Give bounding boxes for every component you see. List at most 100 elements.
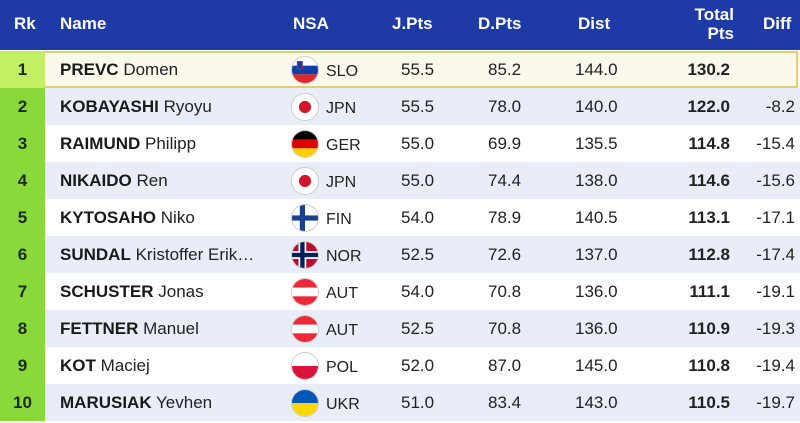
points-diff: -8.2 <box>765 97 795 116</box>
athlete-first-name: Kristoffer Erik… <box>135 245 255 264</box>
athlete-first-name: Philipp <box>145 134 197 153</box>
nsa-code: GER <box>326 137 361 154</box>
header-total-line2: Pts <box>707 24 734 43</box>
athlete-last-name: SUNDAL <box>60 245 131 264</box>
table-row[interactable]: 9 KOT Maciej POL 52.0 87.0 145.0 110.8 -19.4 <box>0 347 800 384</box>
rank-cell: 8 <box>0 310 45 347</box>
table-row[interactable]: 10 MARUSIAK Yevhen UKR 51.0 83.4 143.0 110.5 -1… <box>0 384 800 421</box>
athlete-last-name: SCHUSTER <box>60 282 154 301</box>
athlete-name[interactable]: NIKAIDO Ren <box>60 171 286 191</box>
athlete-last-name: MARUSIAK <box>60 393 152 412</box>
distance: 145.0 <box>575 356 618 375</box>
distance: 140.5 <box>575 208 618 227</box>
points-diff: -19.3 <box>756 319 795 338</box>
header-nsa[interactable]: NSA <box>293 14 329 33</box>
points-diff: -17.4 <box>756 245 795 264</box>
athlete-name[interactable]: RAIMUND Philipp <box>60 134 286 154</box>
athlete-name[interactable]: KOBAYASHI Ryoyu <box>60 97 286 117</box>
distance: 136.0 <box>575 319 618 338</box>
header-name[interactable]: Name <box>60 14 107 33</box>
judge-points: 52.5 <box>401 319 435 338</box>
judge-points: 52.5 <box>401 245 435 264</box>
ukraine-flag-icon <box>291 389 319 417</box>
rank-cell: 6 <box>0 236 45 273</box>
athlete-last-name: NIKAIDO <box>60 171 132 190</box>
points-diff: -15.4 <box>756 134 795 153</box>
table-row[interactable]: 4 NIKAIDO Ren JPN 55.0 74.4 138.0 114.6 -15.6 <box>0 162 800 199</box>
header-distance[interactable]: Dist <box>578 14 611 33</box>
table-row[interactable]: 7 SCHUSTER Jonas AUT 54.0 70.8 136.0 111.1 -19.… <box>0 273 800 310</box>
athlete-name[interactable]: KYTOSAHO Niko <box>60 208 286 228</box>
total-points: 110.9 <box>688 319 730 338</box>
athlete-last-name: PREVC <box>60 60 119 79</box>
table-row[interactable]: 8 FETTNER Manuel AUT 52.5 70.8 136.0 110.9 -19.… <box>0 310 800 347</box>
nsa-code: AUT <box>326 322 358 339</box>
athlete-first-name: Ryoyu <box>163 97 212 116</box>
athlete-name[interactable]: MARUSIAK Yevhen <box>60 393 286 413</box>
table-row[interactable]: 2 KOBAYASHI Ryoyu JPN 55.5 78.0 140.0 122.0 -8.… <box>0 88 800 125</box>
judge-points: 54.0 <box>401 208 435 227</box>
distance-points: 69.9 <box>488 134 522 153</box>
norway-flag-icon <box>291 241 319 269</box>
table-row[interactable]: 6 SUNDAL Kristoffer Erik… NOR 52.5 72.6 137.0… <box>0 236 800 273</box>
table-row[interactable]: 5 KYTOSAHO Niko FIN 54.0 78.9 140.5 113.1 -17.1 <box>0 199 800 236</box>
distance: 143.0 <box>575 393 618 412</box>
athlete-first-name: Manuel <box>143 319 199 338</box>
athlete-name[interactable]: KOT Maciej <box>60 356 286 376</box>
nsa-code: AUT <box>326 285 358 302</box>
athlete-last-name: KOT <box>60 356 96 375</box>
athlete-first-name: Maciej <box>100 356 150 375</box>
athlete-name[interactable]: SUNDAL Kristoffer Erik… <box>60 245 286 265</box>
distance: 140.0 <box>575 97 618 116</box>
judge-points: 52.0 <box>401 356 435 375</box>
athlete-name[interactable]: PREVC Domen <box>60 60 286 80</box>
nsa-code: UKR <box>326 396 360 413</box>
header-total-points[interactable]: Total Pts <box>686 5 734 43</box>
header-total-line1: Total <box>694 5 734 24</box>
athlete-name[interactable]: SCHUSTER Jonas <box>60 282 286 302</box>
distance-points: 78.0 <box>488 97 522 116</box>
total-points: 110.8 <box>688 356 730 375</box>
judge-points: 54.0 <box>401 282 435 301</box>
judge-points: 51.0 <box>401 393 435 412</box>
athlete-first-name: Niko <box>160 208 195 227</box>
distance-points: 78.9 <box>488 208 522 227</box>
nsa-code: SLO <box>326 63 359 80</box>
distance-points: 83.4 <box>488 393 522 412</box>
points-diff: -17.1 <box>756 208 795 227</box>
judge-points: 55.0 <box>401 134 435 153</box>
judge-points: 55.5 <box>401 97 435 116</box>
nsa-code: FIN <box>326 211 352 228</box>
distance: 136.0 <box>575 282 618 301</box>
header-judge-points[interactable]: J.Pts <box>392 14 433 33</box>
athlete-last-name: FETTNER <box>60 319 139 338</box>
slovenia-flag-icon <box>291 56 319 84</box>
athlete-first-name: Yevhen <box>156 393 213 412</box>
header-rank[interactable]: Rk <box>14 14 36 33</box>
nsa-code: JPN <box>326 100 357 117</box>
points-diff: -19.4 <box>756 356 795 375</box>
distance: 144.0 <box>575 60 618 79</box>
header-distance-points[interactable]: D.Pts <box>478 14 522 33</box>
points-diff: -19.1 <box>756 282 795 301</box>
athlete-name[interactable]: FETTNER Manuel <box>60 319 286 339</box>
japan-flag-icon <box>291 167 319 195</box>
distance: 137.0 <box>575 245 618 264</box>
distance: 138.0 <box>575 171 618 190</box>
header-diff[interactable]: Diff <box>763 14 792 33</box>
total-points: 112.8 <box>688 245 730 264</box>
rank-cell: 3 <box>0 125 45 162</box>
total-points: 111.1 <box>689 282 730 301</box>
japan-flag-icon <box>291 93 319 121</box>
table-row[interactable]: 1 PREVC Domen SLO 55.5 85.2 144.0 130.2 <box>0 51 800 88</box>
table-header: Rk Name NSA J.Pts D.Pts Dist Total Pts D… <box>0 0 800 50</box>
total-points: 130.2 <box>687 60 730 79</box>
poland-flag-icon <box>291 352 319 380</box>
points-diff: -19.7 <box>756 393 795 412</box>
distance-points: 85.2 <box>488 60 522 79</box>
rank-cell: 1 <box>0 51 45 88</box>
distance-points: 72.6 <box>488 245 522 264</box>
distance: 135.5 <box>575 134 618 153</box>
table-row[interactable]: 3 RAIMUND Philipp GER 55.0 69.9 135.5 114.8 -15… <box>0 125 800 162</box>
